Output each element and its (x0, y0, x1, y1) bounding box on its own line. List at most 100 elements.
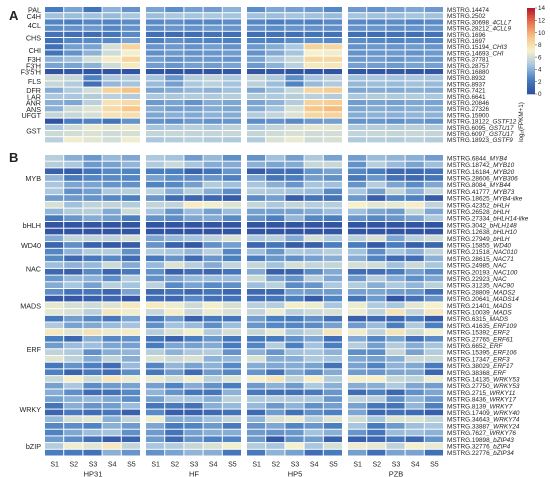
heatmap-cell (266, 262, 285, 268)
heatmap-cell (83, 62, 102, 68)
colorbar-tick-label: 0 (538, 91, 542, 98)
heatmap-cell (83, 161, 102, 168)
heatmap-cell (64, 235, 83, 242)
colorbar-swatch (527, 15, 535, 17)
cultivar-label: HP31 (84, 470, 103, 477)
heatmap-cell (266, 416, 285, 422)
heatmap-cell (222, 268, 241, 275)
colorbar-swatch (527, 85, 535, 88)
heatmap-cell (102, 262, 121, 268)
heatmap-cell (102, 155, 121, 161)
heatmap-cell (64, 449, 83, 456)
colorbar-swatch (527, 8, 535, 10)
heatmap-cell (45, 322, 64, 329)
gene-family-label: PAL (28, 6, 41, 15)
heatmap-cell (64, 137, 83, 143)
heatmap-cell (247, 201, 266, 208)
heatmap-cell (304, 112, 323, 118)
heatmap-cell (146, 13, 165, 19)
heatmap-cell (247, 436, 266, 443)
heatmap-cell (348, 268, 367, 275)
heatmap-cell (102, 349, 121, 355)
heatmap-cell (386, 302, 405, 309)
heatmap-cell (348, 369, 367, 376)
gene-row-label: MSTRG.22776_bZIP34 (447, 450, 514, 457)
heatmap-cell (222, 155, 241, 161)
heatmap-cell (323, 161, 342, 168)
colorbar-swatch (527, 39, 535, 42)
heatmap-cell (266, 201, 285, 208)
heatmap-cell (348, 322, 367, 329)
heatmap-cell (83, 248, 102, 255)
heatmap-cell (247, 7, 266, 13)
heatmap-cell (203, 93, 222, 99)
heatmap-cell (121, 195, 140, 201)
heatmap-cell (424, 295, 443, 302)
heatmap-cell (405, 402, 424, 409)
heatmap-cell (367, 131, 386, 137)
heatmap-cell (424, 255, 443, 262)
gene-row-label: MSTRG.33887_WRKY24 (447, 423, 520, 430)
heatmap-cell (285, 131, 304, 137)
gene-row-label: MSTRG.15194_CHI3 (447, 44, 507, 51)
heatmap-cell (83, 309, 102, 315)
heatmap-cell (83, 302, 102, 309)
heatmap-cell (323, 69, 342, 75)
heatmap-cell (222, 195, 241, 201)
heatmap-cell (146, 175, 165, 181)
heatmap-cell (121, 248, 140, 255)
heatmap-cell (304, 25, 323, 31)
heatmap-cell (285, 195, 304, 201)
heatmap-cell (367, 155, 386, 161)
heatmap-cell (367, 31, 386, 37)
heatmap-cell (386, 335, 405, 342)
heatmap-cell (424, 396, 443, 402)
heatmap-cell (323, 137, 342, 143)
heatmap-cell (45, 369, 64, 376)
heatmap-cell (203, 222, 222, 228)
heatmap-cell (64, 161, 83, 168)
heatmap-cell (184, 436, 203, 443)
heatmap-cell (247, 349, 266, 355)
heatmap-cell (203, 389, 222, 396)
heatmap-cell (304, 255, 323, 262)
stage-label: S1 (353, 462, 362, 469)
heatmap-cell (222, 19, 241, 25)
heatmap-cell (222, 429, 241, 436)
heatmap-cell (386, 356, 405, 362)
heatmap-cell (83, 118, 102, 124)
heatmap-cell (367, 106, 386, 112)
heatmap-cell (184, 356, 203, 362)
heatmap-cell (102, 282, 121, 288)
heatmap-cell (304, 315, 323, 322)
heatmap-cell (386, 322, 405, 329)
heatmap-cell (304, 75, 323, 81)
heatmap-cell (165, 188, 184, 195)
heatmap-cell (203, 13, 222, 19)
heatmap-cell (121, 235, 140, 242)
colorbar-swatch (527, 38, 535, 40)
heatmap-cell (348, 389, 367, 396)
heatmap-cell (102, 131, 121, 137)
heatmap-cell (405, 322, 424, 329)
heatmap-cell (367, 56, 386, 62)
heatmap-cell (102, 423, 121, 429)
heatmap-cell (102, 25, 121, 31)
heatmap-cell (222, 423, 241, 429)
gene-family-label: UFGT (21, 111, 41, 120)
heatmap-cell (102, 396, 121, 402)
heatmap-cell (285, 429, 304, 436)
heatmap-cell (165, 242, 184, 248)
heatmap-cell (386, 56, 405, 62)
heatmap-cell (102, 429, 121, 436)
heatmap-cell (165, 81, 184, 87)
heatmap-cell (386, 429, 405, 436)
heatmap-cell (405, 19, 424, 25)
heatmap-cell (121, 188, 140, 195)
heatmap-cell (285, 322, 304, 329)
heatmap-cell (146, 69, 165, 75)
heatmap-cell (203, 443, 222, 449)
gene-row-label: MSTRG.6641 (447, 94, 486, 101)
heatmap-cell (424, 235, 443, 242)
heatmap-cell (64, 62, 83, 68)
